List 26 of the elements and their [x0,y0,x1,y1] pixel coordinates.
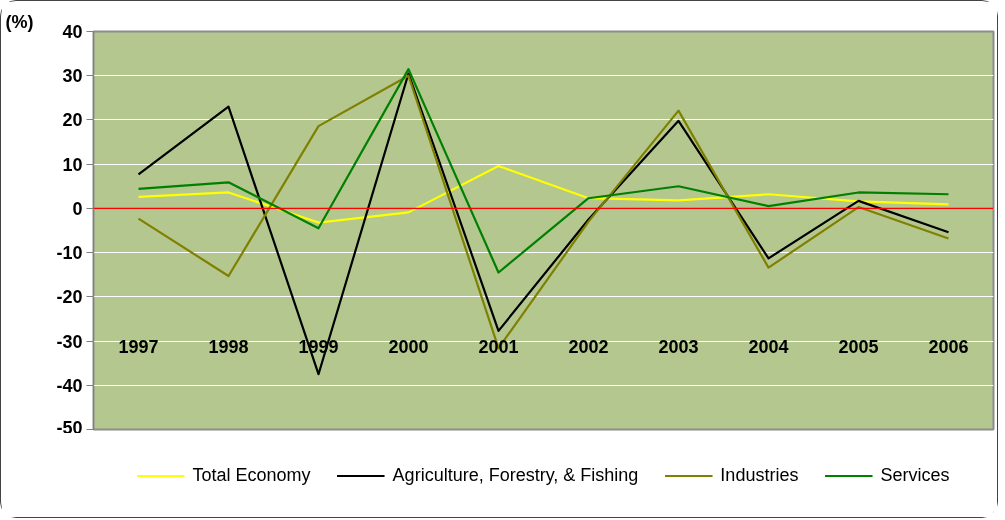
y-tick-label: 40 [62,22,83,42]
x-tick-label: 2003 [658,337,699,358]
legend-label: Services [880,464,950,486]
legend-label: Agriculture, Forestry, & Fishing [392,464,639,486]
y-tick-label: -50 [56,417,83,438]
y-axis-title: (%) [5,11,34,32]
x-tick-label: 2005 [838,337,879,358]
y-tick-label: -40 [56,375,83,396]
x-tick-label: 2002 [568,337,609,358]
legend-label: Industries [720,464,799,486]
x-tick-label: 1998 [208,337,249,358]
y-tick-label: -30 [56,331,83,352]
line-series [137,164,950,224]
y-tick-label: -10 [56,243,83,264]
x-tick-label: 2004 [748,337,789,358]
x-tick-label: 2000 [388,337,429,358]
y-tick-label: -20 [56,287,83,308]
y-tick-label: 20 [62,110,83,131]
legend-label: Total Economy [192,464,311,486]
x-tick-label: 2001 [478,337,519,358]
x-tick-label: 1997 [118,337,159,358]
y-tick-label: 30 [62,66,83,87]
y-tick-label: 0 [72,198,83,219]
y-tick-label: 10 [62,154,83,175]
x-tick-label: 2006 [928,337,969,358]
line-series [137,67,950,274]
